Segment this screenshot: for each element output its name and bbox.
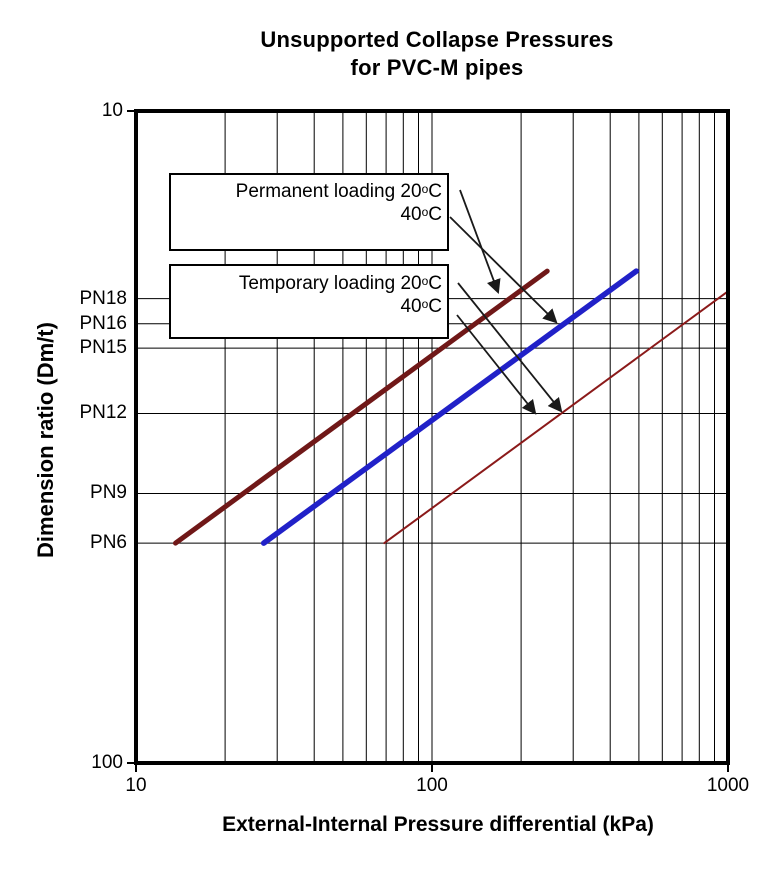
legend-arrows [449,189,563,415]
degree-sup: o [421,182,429,196]
permanent-40c-arrow [449,216,558,324]
legend-permanent-line1: Permanent loading 20oC [235,181,442,202]
series-line-2 [383,290,729,545]
y-tick-label-10: 10 [101,100,123,121]
degree-sup: o [421,274,429,288]
degree-sup: o [421,205,429,219]
x-tick-label-100: 100 [416,775,448,796]
pn-label-pn18: PN18 [79,287,127,309]
legend-permanent-loading: Permanent loading 20oC 40oC [169,173,449,251]
legend-temporary-loading: Temporary loading 20oC 40oC [169,264,449,339]
plot-border [134,109,730,765]
y-tick-label-100: 100 [91,752,123,773]
legend-temporary-line2: 40oC [400,296,442,317]
temporary-20c-arrow [457,282,563,413]
degree-sup: o [421,297,429,311]
pn-label-pn9: PN9 [90,482,127,504]
series-line-1 [260,268,640,546]
x-axis-title: External-Internal Pressure differential … [222,813,654,836]
x-tick-label-10: 10 [125,775,147,796]
pn-label-pn12: PN12 [79,402,127,424]
chart-title: Unsupported Collapse Pressures for PVC-M… [114,26,760,82]
temporary-40c-arrow [456,314,537,415]
pn-label-pn15: PN15 [79,337,127,359]
legend-temporary-line1: Temporary loading 20oC [238,273,442,294]
pn-label-pn6: PN6 [90,532,127,554]
chart-title-line2: for PVC-M pipes [350,55,524,80]
legend-permanent-line2: 40oC [400,204,442,225]
permanent-20c-arrow [459,189,501,295]
chart-title-line1: Unsupported Collapse Pressures [260,27,614,52]
pn-label-pn16: PN16 [79,312,127,334]
x-tick-label-1000: 1000 [706,775,750,796]
